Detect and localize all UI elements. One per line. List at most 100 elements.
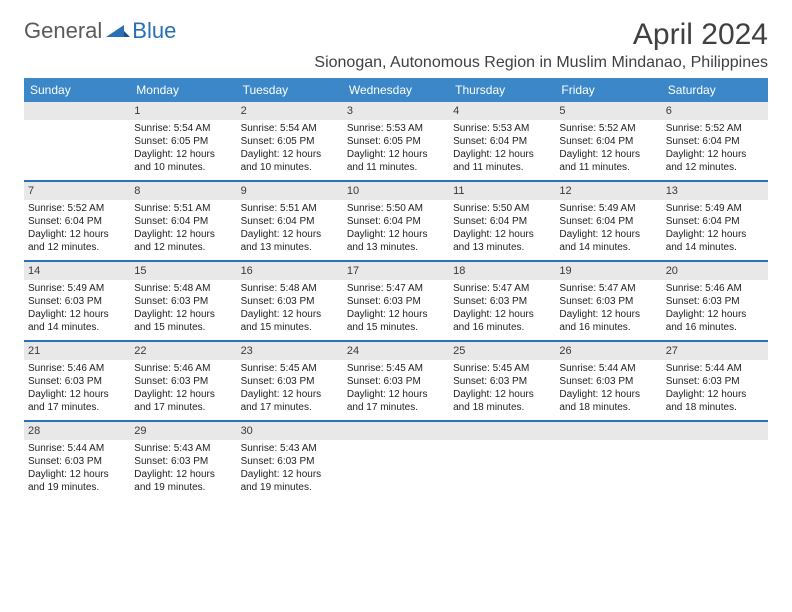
- day-cell: [24, 102, 130, 180]
- day-details: Sunrise: 5:52 AMSunset: 6:04 PMDaylight:…: [662, 120, 768, 178]
- day-details: Sunrise: 5:46 AMSunset: 6:03 PMDaylight:…: [130, 360, 236, 418]
- sunset-text: Sunset: 6:03 PM: [28, 375, 126, 388]
- sunrise-text: Sunrise: 5:45 AM: [347, 362, 445, 375]
- sunrise-text: Sunrise: 5:51 AM: [134, 202, 232, 215]
- day-details: Sunrise: 5:44 AMSunset: 6:03 PMDaylight:…: [24, 440, 130, 498]
- day-details: Sunrise: 5:43 AMSunset: 6:03 PMDaylight:…: [237, 440, 343, 498]
- day-cell: 9Sunrise: 5:51 AMSunset: 6:04 PMDaylight…: [237, 182, 343, 260]
- day-details: Sunrise: 5:46 AMSunset: 6:03 PMDaylight:…: [24, 360, 130, 418]
- sunrise-text: Sunrise: 5:44 AM: [28, 442, 126, 455]
- day-cell: 15Sunrise: 5:48 AMSunset: 6:03 PMDayligh…: [130, 262, 236, 340]
- sunset-text: Sunset: 6:03 PM: [134, 295, 232, 308]
- day-details: Sunrise: 5:45 AMSunset: 6:03 PMDaylight:…: [343, 360, 449, 418]
- day-number: 26: [555, 342, 661, 360]
- logo-text-blue: Blue: [132, 18, 176, 44]
- day-details: Sunrise: 5:45 AMSunset: 6:03 PMDaylight:…: [449, 360, 555, 418]
- day-number: 12: [555, 182, 661, 200]
- day-cell: 1Sunrise: 5:54 AMSunset: 6:05 PMDaylight…: [130, 102, 236, 180]
- day-details: Sunrise: 5:50 AMSunset: 6:04 PMDaylight:…: [343, 200, 449, 258]
- day-details: Sunrise: 5:47 AMSunset: 6:03 PMDaylight:…: [449, 280, 555, 338]
- sunrise-text: Sunrise: 5:46 AM: [134, 362, 232, 375]
- daylight-text: Daylight: 12 hours and 17 minutes.: [241, 388, 339, 414]
- day-cell: 16Sunrise: 5:48 AMSunset: 6:03 PMDayligh…: [237, 262, 343, 340]
- sunset-text: Sunset: 6:04 PM: [666, 135, 764, 148]
- sunrise-text: Sunrise: 5:50 AM: [453, 202, 551, 215]
- day-cell: 19Sunrise: 5:47 AMSunset: 6:03 PMDayligh…: [555, 262, 661, 340]
- day-details: Sunrise: 5:52 AMSunset: 6:04 PMDaylight:…: [24, 200, 130, 258]
- day-number: 1: [130, 102, 236, 120]
- location-subtitle: Sionogan, Autonomous Region in Muslim Mi…: [24, 54, 768, 72]
- day-number: 25: [449, 342, 555, 360]
- sunrise-text: Sunrise: 5:44 AM: [559, 362, 657, 375]
- day-details: Sunrise: 5:48 AMSunset: 6:03 PMDaylight:…: [130, 280, 236, 338]
- day-number: 8: [130, 182, 236, 200]
- sunset-text: Sunset: 6:04 PM: [453, 135, 551, 148]
- daylight-text: Daylight: 12 hours and 17 minutes.: [134, 388, 232, 414]
- day-details: Sunrise: 5:49 AMSunset: 6:04 PMDaylight:…: [662, 200, 768, 258]
- day-number: 19: [555, 262, 661, 280]
- daylight-text: Daylight: 12 hours and 16 minutes.: [559, 308, 657, 334]
- day-number: 14: [24, 262, 130, 280]
- month-title: April 2024: [633, 18, 768, 52]
- day-number: 15: [130, 262, 236, 280]
- day-number: 11: [449, 182, 555, 200]
- sunrise-text: Sunrise: 5:53 AM: [453, 122, 551, 135]
- day-number: 4: [449, 102, 555, 120]
- sunrise-text: Sunrise: 5:52 AM: [666, 122, 764, 135]
- day-cell: 14Sunrise: 5:49 AMSunset: 6:03 PMDayligh…: [24, 262, 130, 340]
- header: General Blue April 2024: [24, 18, 768, 52]
- sunset-text: Sunset: 6:03 PM: [347, 375, 445, 388]
- sunrise-text: Sunrise: 5:45 AM: [241, 362, 339, 375]
- sunset-text: Sunset: 6:04 PM: [453, 215, 551, 228]
- day-details: Sunrise: 5:54 AMSunset: 6:05 PMDaylight:…: [130, 120, 236, 178]
- day-details: Sunrise: 5:48 AMSunset: 6:03 PMDaylight:…: [237, 280, 343, 338]
- sunset-text: Sunset: 6:04 PM: [666, 215, 764, 228]
- day-details: Sunrise: 5:54 AMSunset: 6:05 PMDaylight:…: [237, 120, 343, 178]
- day-number: [555, 422, 661, 440]
- day-cell: 18Sunrise: 5:47 AMSunset: 6:03 PMDayligh…: [449, 262, 555, 340]
- day-cell: 2Sunrise: 5:54 AMSunset: 6:05 PMDaylight…: [237, 102, 343, 180]
- sunset-text: Sunset: 6:04 PM: [28, 215, 126, 228]
- sunrise-text: Sunrise: 5:52 AM: [28, 202, 126, 215]
- sunset-text: Sunset: 6:05 PM: [134, 135, 232, 148]
- day-cell: 6Sunrise: 5:52 AMSunset: 6:04 PMDaylight…: [662, 102, 768, 180]
- day-number: [343, 422, 449, 440]
- sunset-text: Sunset: 6:03 PM: [241, 295, 339, 308]
- daylight-text: Daylight: 12 hours and 18 minutes.: [559, 388, 657, 414]
- daylight-text: Daylight: 12 hours and 11 minutes.: [347, 148, 445, 174]
- sunrise-text: Sunrise: 5:49 AM: [28, 282, 126, 295]
- sunrise-text: Sunrise: 5:52 AM: [559, 122, 657, 135]
- day-number: 16: [237, 262, 343, 280]
- day-number: 10: [343, 182, 449, 200]
- day-cell: 13Sunrise: 5:49 AMSunset: 6:04 PMDayligh…: [662, 182, 768, 260]
- daylight-text: Daylight: 12 hours and 10 minutes.: [134, 148, 232, 174]
- day-header: Friday: [555, 78, 661, 102]
- day-cell: [449, 422, 555, 500]
- day-header: Tuesday: [237, 78, 343, 102]
- sunset-text: Sunset: 6:05 PM: [241, 135, 339, 148]
- day-number: [449, 422, 555, 440]
- day-cell: 8Sunrise: 5:51 AMSunset: 6:04 PMDaylight…: [130, 182, 236, 260]
- daylight-text: Daylight: 12 hours and 18 minutes.: [666, 388, 764, 414]
- day-details: Sunrise: 5:49 AMSunset: 6:04 PMDaylight:…: [555, 200, 661, 258]
- day-number: 30: [237, 422, 343, 440]
- day-cell: 20Sunrise: 5:46 AMSunset: 6:03 PMDayligh…: [662, 262, 768, 340]
- day-number: 5: [555, 102, 661, 120]
- day-header: Monday: [130, 78, 236, 102]
- sunrise-text: Sunrise: 5:48 AM: [241, 282, 339, 295]
- day-number: [662, 422, 768, 440]
- daylight-text: Daylight: 12 hours and 14 minutes.: [666, 228, 764, 254]
- day-details: Sunrise: 5:51 AMSunset: 6:04 PMDaylight:…: [130, 200, 236, 258]
- day-cell: 3Sunrise: 5:53 AMSunset: 6:05 PMDaylight…: [343, 102, 449, 180]
- day-number: 3: [343, 102, 449, 120]
- sunset-text: Sunset: 6:03 PM: [241, 455, 339, 468]
- day-number: 22: [130, 342, 236, 360]
- day-number: 27: [662, 342, 768, 360]
- day-number: 9: [237, 182, 343, 200]
- week-row: 14 Sunrise: 5:49 AM Sunset: 6:03 PM Dayligh…: [24, 262, 768, 342]
- sunset-text: Sunset: 6:03 PM: [28, 455, 126, 468]
- sunset-text: Sunset: 6:03 PM: [666, 295, 764, 308]
- daylight-text: Daylight: 12 hours and 14 minutes.: [559, 228, 657, 254]
- daylight-text: Daylight: 12 hours and 12 minutes.: [134, 228, 232, 254]
- daylight-text: Daylight: 12 hours and 11 minutes.: [559, 148, 657, 174]
